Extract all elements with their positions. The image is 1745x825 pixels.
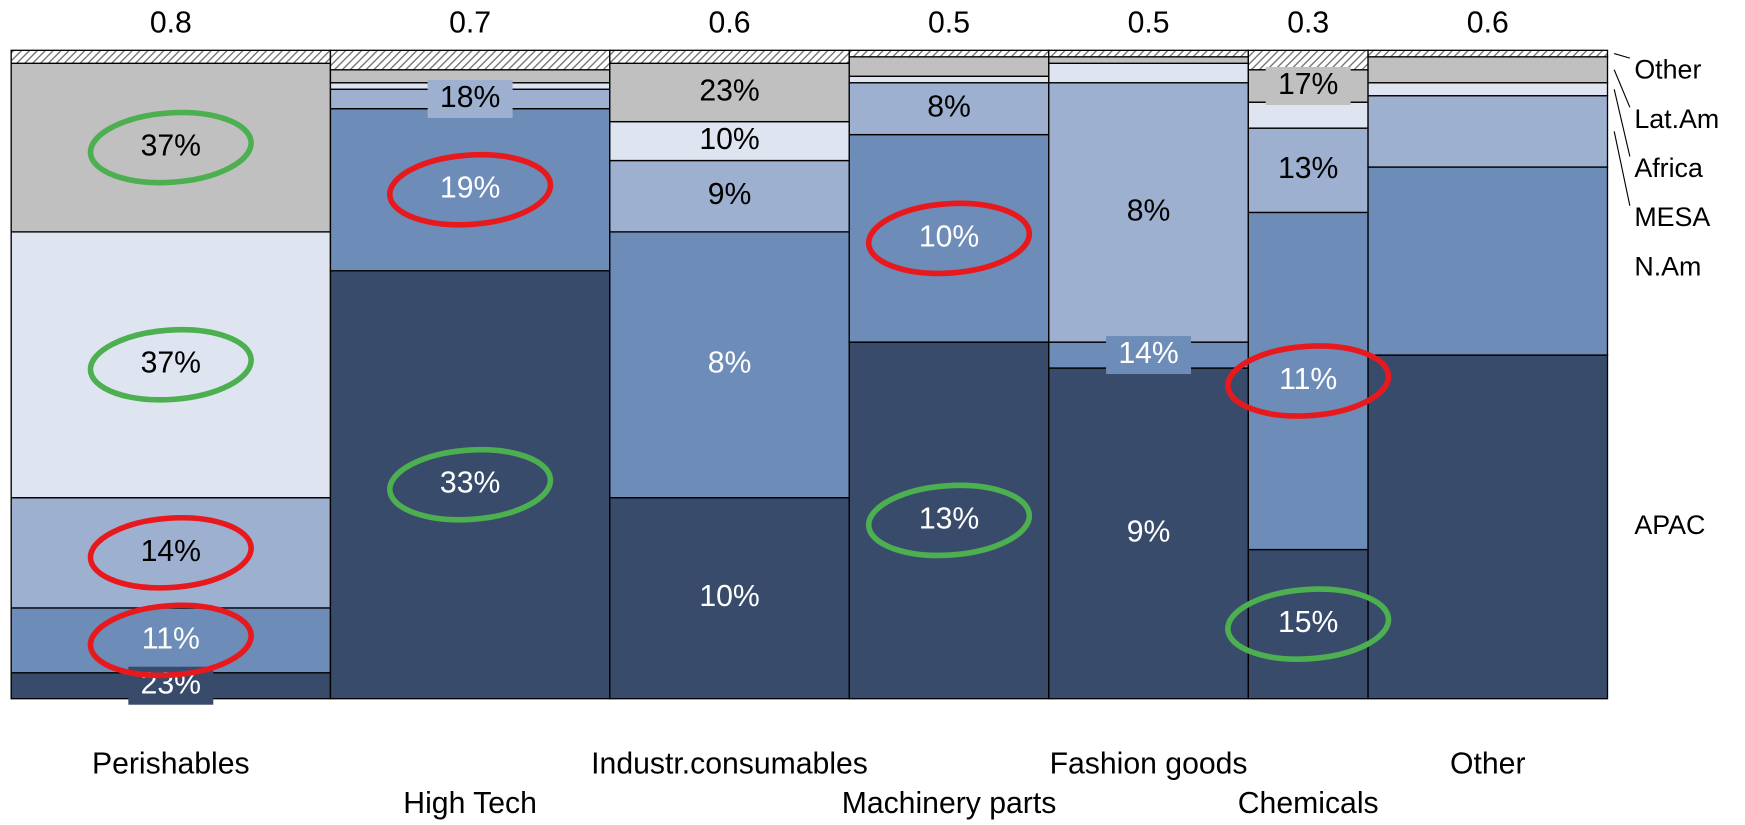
highlight-circle [1225,586,1392,662]
label-background [1106,336,1192,375]
x-tick-label: High Tech [403,787,537,820]
segment [1048,62,1249,84]
segment [329,49,611,71]
segment-label: 8% [927,91,971,124]
segment-label: 11% [1279,363,1337,396]
segment [1247,211,1369,551]
highlight-circle [1225,343,1392,419]
segment [1367,166,1609,356]
highlight-circle [87,602,254,679]
x-tick-label: Perishables [92,748,250,781]
segment [1367,49,1609,58]
column-width-label: 0.7 [449,7,491,40]
segment-label: 10% [919,220,979,253]
segment-label: 9% [708,178,752,211]
legend-label: Africa [1634,153,1703,183]
segment-label: 10% [699,123,759,156]
legend-label: MESA [1634,202,1710,232]
segment [848,133,1050,343]
segment-label: 15% [1278,606,1338,639]
segment [609,49,850,64]
segment-label: 33% [440,467,500,500]
segment [609,120,850,162]
x-tick-label: Industr.consumables [591,748,868,781]
segment-label: 19% [440,172,500,205]
segment [1367,56,1609,84]
segment-label: 23% [699,74,759,107]
highlight-circle [87,514,254,591]
highlight-circle [386,151,554,228]
segment-label: 9% [1127,515,1171,548]
segment [10,607,332,674]
highlight-circle [865,200,1033,277]
segment [1048,367,1249,700]
segment-label: 17% [1278,68,1338,101]
segment [10,62,332,233]
segment [1247,49,1369,71]
segment [10,231,332,499]
segment-label: 13% [919,502,979,535]
segment [1048,49,1249,58]
leader-line [1613,89,1631,157]
column-width-label: 0.6 [1467,7,1509,40]
segment [1048,82,1249,343]
legend-label: Lat.Am [1634,104,1719,134]
segment [1367,354,1609,700]
segment [609,497,850,700]
segment-label: 10% [699,580,759,613]
segment [1247,101,1369,129]
legend-label: Other [1634,55,1701,85]
x-tick-label: Fashion goods [1050,748,1248,781]
segment [1048,56,1249,64]
column-width-label: 0.8 [150,7,192,40]
segment-label: 8% [708,347,752,380]
segment-label: 14% [1118,337,1178,370]
highlight-circle [865,482,1033,559]
segment [329,270,611,700]
segment [10,49,332,64]
segment [848,56,1050,77]
column-width-label: 0.5 [1128,7,1170,40]
legend-label: APAC [1634,510,1705,540]
segment [848,341,1050,700]
label-background [1265,66,1351,105]
leader-line [1613,131,1631,206]
segment [1367,82,1609,97]
leader-line [1613,69,1631,108]
segment [1247,127,1369,214]
segment-label: 11% [142,622,200,655]
segment-label: 37% [141,130,201,163]
highlight-circle [386,446,554,523]
segment [609,62,850,123]
column-width-label: 0.5 [928,7,970,40]
highlight-circle [87,326,254,403]
segment [848,49,1050,58]
leader-line [1614,53,1631,59]
x-tick-label: Machinery parts [842,787,1057,820]
segment [329,108,611,272]
segment [1367,95,1609,168]
column-width-label: 0.3 [1287,7,1329,40]
segment [848,82,1050,136]
highlight-circle [87,109,254,186]
segment-label: 8% [1127,194,1171,227]
segment-label: 18% [440,81,500,114]
label-background [427,79,513,118]
segment-label: 37% [141,347,201,380]
segment [848,75,1050,84]
segment-label: 14% [141,535,201,568]
segment [1247,548,1369,700]
legend-label: N.Am [1634,251,1701,281]
column-width-label: 0.6 [709,7,751,40]
segment [609,231,850,499]
segment-label: 13% [1278,152,1338,185]
x-tick-label: Chemicals [1238,787,1379,820]
x-tick-label: Other [1450,748,1525,781]
